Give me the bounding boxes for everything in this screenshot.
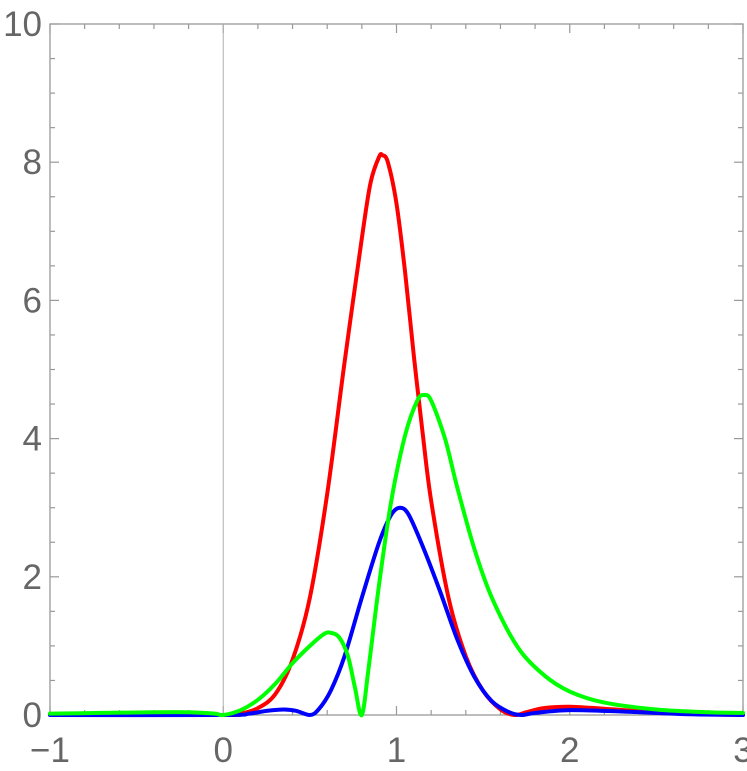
y-tick-label: 2 <box>23 558 42 597</box>
x-tick-label: 1 <box>387 731 406 770</box>
x-tick-label: 0 <box>214 731 233 770</box>
series-green-line <box>48 392 745 718</box>
x-tick-label: 3 <box>733 731 747 770</box>
axis-ticks <box>49 23 744 716</box>
series-layer <box>48 151 745 718</box>
y-tick-label: 10 <box>3 5 42 44</box>
y-tick-label: 4 <box>23 420 42 459</box>
y-tick-label: 0 <box>23 696 42 735</box>
y-tick-label: 8 <box>23 143 42 182</box>
series-red-line <box>48 151 745 718</box>
plot-frame <box>49 23 744 716</box>
x-tick-label: −1 <box>30 731 70 770</box>
y-tick-label: 6 <box>23 281 42 320</box>
x-tick-labels: −1 0 1 2 3 <box>30 731 747 770</box>
x-tick-label: 2 <box>560 731 579 770</box>
series-blue-line <box>48 505 745 718</box>
y-tick-labels: 0 2 4 6 8 10 <box>3 5 42 735</box>
